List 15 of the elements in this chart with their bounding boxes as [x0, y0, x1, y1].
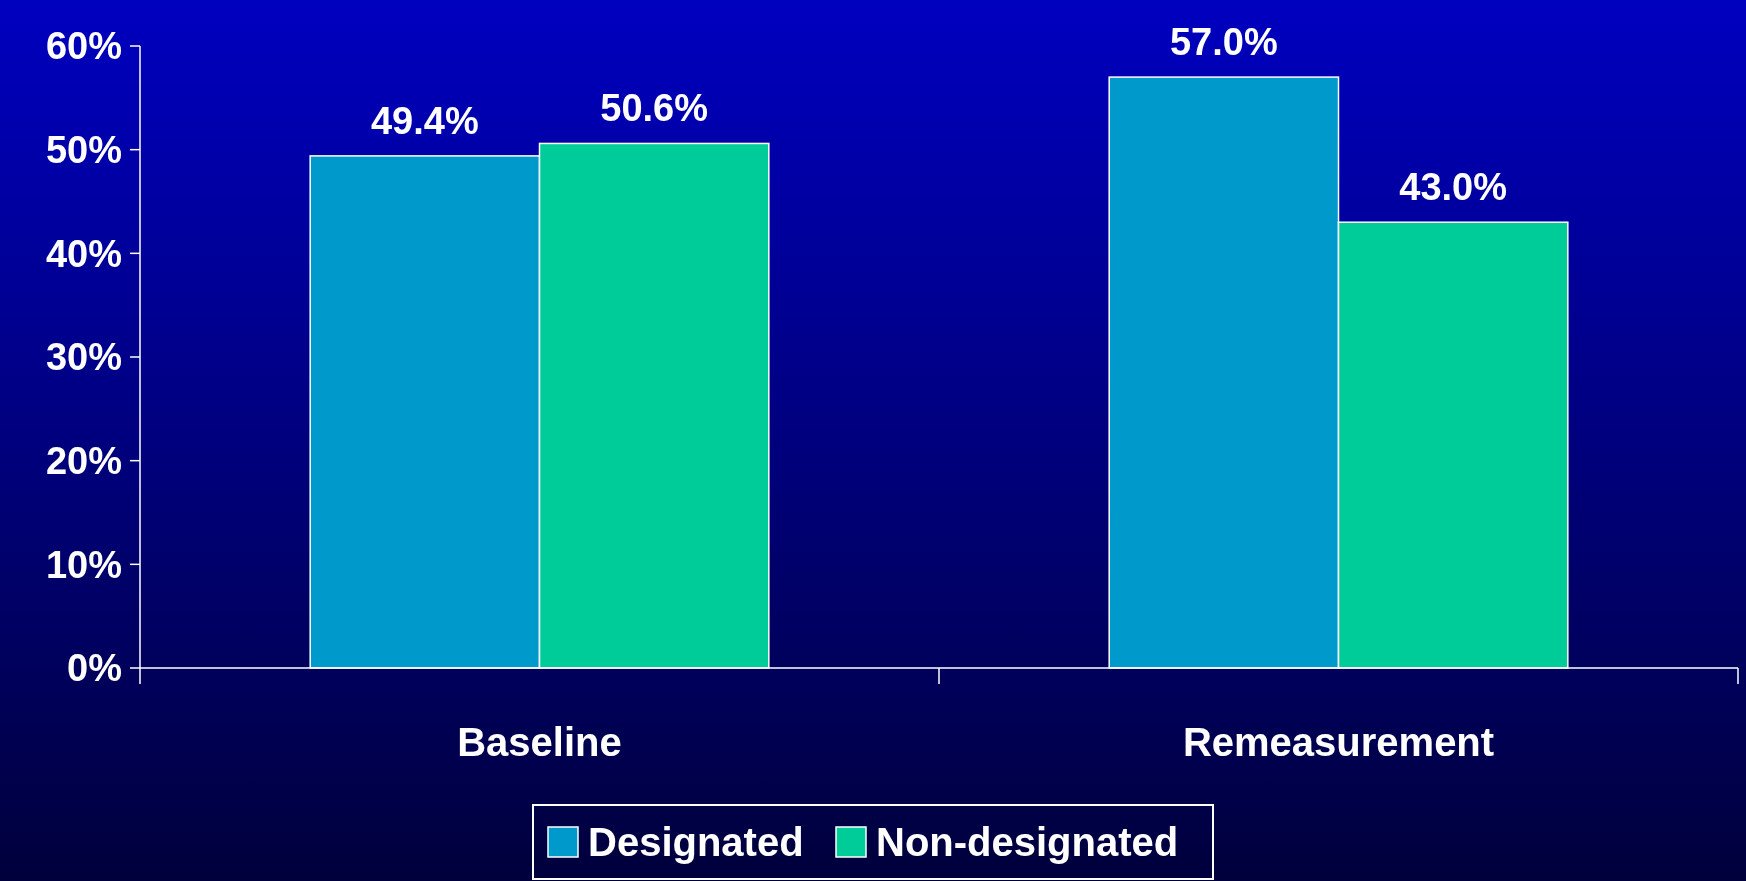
- data-label: 49.4%: [370, 99, 479, 142]
- y-tick-label: 20%: [45, 439, 122, 482]
- y-tick-label: 50%: [45, 128, 122, 171]
- y-tick-label: 40%: [45, 232, 122, 275]
- y-tick-label: 30%: [45, 336, 122, 379]
- data-label: 57.0%: [1169, 21, 1278, 64]
- data-label: 50.6%: [600, 87, 709, 130]
- y-tick-label: 10%: [45, 543, 122, 586]
- y-tick-label: 0%: [67, 647, 122, 690]
- legend-label: Non-designated: [876, 820, 1179, 864]
- legend-label: Designated: [588, 820, 804, 864]
- data-label: 43.0%: [1399, 166, 1508, 209]
- x-tick-label: Baseline: [457, 720, 622, 764]
- y-tick-label: 60%: [45, 25, 122, 68]
- x-tick-label: Remeasurement: [1182, 720, 1495, 764]
